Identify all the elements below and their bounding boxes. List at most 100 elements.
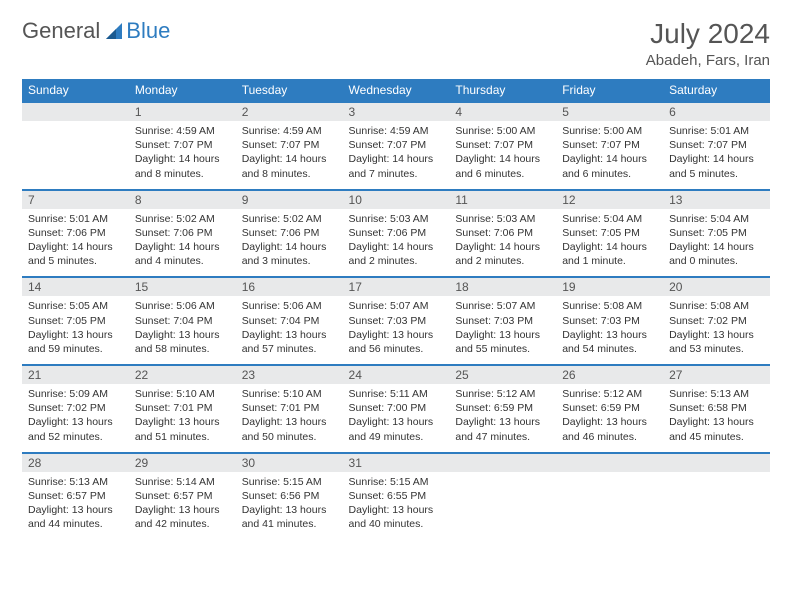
- day-details: Sunrise: 5:11 AMSunset: 7:00 PMDaylight:…: [343, 384, 450, 452]
- calendar-cell: 11Sunrise: 5:03 AMSunset: 7:06 PMDayligh…: [449, 190, 556, 278]
- day-number: 23: [236, 366, 343, 384]
- calendar-cell: 21Sunrise: 5:09 AMSunset: 7:02 PMDayligh…: [22, 365, 129, 453]
- day-details: Sunrise: 5:00 AMSunset: 7:07 PMDaylight:…: [556, 121, 663, 189]
- calendar-cell: 17Sunrise: 5:07 AMSunset: 7:03 PMDayligh…: [343, 277, 450, 365]
- day-number: 11: [449, 191, 556, 209]
- day-number: 16: [236, 278, 343, 296]
- day-number: 7: [22, 191, 129, 209]
- calendar-cell: 16Sunrise: 5:06 AMSunset: 7:04 PMDayligh…: [236, 277, 343, 365]
- calendar-week-row: 21Sunrise: 5:09 AMSunset: 7:02 PMDayligh…: [22, 365, 770, 453]
- page-title: July 2024: [646, 18, 770, 50]
- day-number: 28: [22, 454, 129, 472]
- calendar-cell: 24Sunrise: 5:11 AMSunset: 7:00 PMDayligh…: [343, 365, 450, 453]
- day-number: 6: [663, 103, 770, 121]
- day-number: 24: [343, 366, 450, 384]
- calendar-week-row: 7Sunrise: 5:01 AMSunset: 7:06 PMDaylight…: [22, 190, 770, 278]
- day-details: Sunrise: 5:02 AMSunset: 7:06 PMDaylight:…: [129, 209, 236, 277]
- calendar-cell: [449, 453, 556, 540]
- day-number: 26: [556, 366, 663, 384]
- day-number: 10: [343, 191, 450, 209]
- day-details: Sunrise: 5:03 AMSunset: 7:06 PMDaylight:…: [449, 209, 556, 277]
- day-details: Sunrise: 5:10 AMSunset: 7:01 PMDaylight:…: [236, 384, 343, 452]
- day-details: Sunrise: 5:15 AMSunset: 6:55 PMDaylight:…: [343, 472, 450, 540]
- day-number: 8: [129, 191, 236, 209]
- day-details: Sunrise: 5:10 AMSunset: 7:01 PMDaylight:…: [129, 384, 236, 452]
- title-block: July 2024 Abadeh, Fars, Iran: [646, 18, 770, 69]
- calendar-cell: 1Sunrise: 4:59 AMSunset: 7:07 PMDaylight…: [129, 102, 236, 190]
- day-number: 31: [343, 454, 450, 472]
- day-number: 18: [449, 278, 556, 296]
- calendar-cell: 29Sunrise: 5:14 AMSunset: 6:57 PMDayligh…: [129, 453, 236, 540]
- calendar-table: SundayMondayTuesdayWednesdayThursdayFrid…: [22, 79, 770, 539]
- calendar-cell: [22, 102, 129, 190]
- calendar-cell: 31Sunrise: 5:15 AMSunset: 6:55 PMDayligh…: [343, 453, 450, 540]
- calendar-cell: 4Sunrise: 5:00 AMSunset: 7:07 PMDaylight…: [449, 102, 556, 190]
- day-details: Sunrise: 5:04 AMSunset: 7:05 PMDaylight:…: [556, 209, 663, 277]
- day-details: [556, 472, 663, 497]
- day-number: [663, 454, 770, 472]
- day-details: Sunrise: 5:05 AMSunset: 7:05 PMDaylight:…: [22, 296, 129, 364]
- day-number: 20: [663, 278, 770, 296]
- logo-text-general: General: [22, 18, 100, 44]
- day-details: Sunrise: 5:08 AMSunset: 7:02 PMDaylight:…: [663, 296, 770, 364]
- calendar-cell: 5Sunrise: 5:00 AMSunset: 7:07 PMDaylight…: [556, 102, 663, 190]
- day-number: 14: [22, 278, 129, 296]
- day-details: Sunrise: 5:07 AMSunset: 7:03 PMDaylight:…: [343, 296, 450, 364]
- day-details: Sunrise: 4:59 AMSunset: 7:07 PMDaylight:…: [236, 121, 343, 189]
- day-details: Sunrise: 5:00 AMSunset: 7:07 PMDaylight:…: [449, 121, 556, 189]
- calendar-cell: 25Sunrise: 5:12 AMSunset: 6:59 PMDayligh…: [449, 365, 556, 453]
- calendar-cell: 8Sunrise: 5:02 AMSunset: 7:06 PMDaylight…: [129, 190, 236, 278]
- day-number: 15: [129, 278, 236, 296]
- calendar-cell: 27Sunrise: 5:13 AMSunset: 6:58 PMDayligh…: [663, 365, 770, 453]
- calendar-cell: 14Sunrise: 5:05 AMSunset: 7:05 PMDayligh…: [22, 277, 129, 365]
- day-number: [449, 454, 556, 472]
- day-details: Sunrise: 5:08 AMSunset: 7:03 PMDaylight:…: [556, 296, 663, 364]
- calendar-cell: 22Sunrise: 5:10 AMSunset: 7:01 PMDayligh…: [129, 365, 236, 453]
- day-number: 29: [129, 454, 236, 472]
- day-header: Monday: [129, 79, 236, 102]
- calendar-header-row: SundayMondayTuesdayWednesdayThursdayFrid…: [22, 79, 770, 102]
- day-number: 19: [556, 278, 663, 296]
- day-number: 5: [556, 103, 663, 121]
- calendar-cell: 3Sunrise: 4:59 AMSunset: 7:07 PMDaylight…: [343, 102, 450, 190]
- day-details: Sunrise: 5:14 AMSunset: 6:57 PMDaylight:…: [129, 472, 236, 540]
- calendar-cell: [663, 453, 770, 540]
- day-details: Sunrise: 5:09 AMSunset: 7:02 PMDaylight:…: [22, 384, 129, 452]
- day-details: Sunrise: 5:07 AMSunset: 7:03 PMDaylight:…: [449, 296, 556, 364]
- calendar-cell: 30Sunrise: 5:15 AMSunset: 6:56 PMDayligh…: [236, 453, 343, 540]
- calendar-cell: 9Sunrise: 5:02 AMSunset: 7:06 PMDaylight…: [236, 190, 343, 278]
- day-header: Sunday: [22, 79, 129, 102]
- day-header: Wednesday: [343, 79, 450, 102]
- day-details: Sunrise: 5:12 AMSunset: 6:59 PMDaylight:…: [449, 384, 556, 452]
- day-details: Sunrise: 5:13 AMSunset: 6:58 PMDaylight:…: [663, 384, 770, 452]
- day-details: Sunrise: 5:02 AMSunset: 7:06 PMDaylight:…: [236, 209, 343, 277]
- calendar-cell: 18Sunrise: 5:07 AMSunset: 7:03 PMDayligh…: [449, 277, 556, 365]
- day-number: 27: [663, 366, 770, 384]
- calendar-cell: [556, 453, 663, 540]
- day-details: Sunrise: 5:06 AMSunset: 7:04 PMDaylight:…: [236, 296, 343, 364]
- day-header: Tuesday: [236, 79, 343, 102]
- day-details: [22, 121, 129, 146]
- calendar-cell: 26Sunrise: 5:12 AMSunset: 6:59 PMDayligh…: [556, 365, 663, 453]
- logo: General Blue: [22, 18, 170, 44]
- day-number: 25: [449, 366, 556, 384]
- calendar-cell: 23Sunrise: 5:10 AMSunset: 7:01 PMDayligh…: [236, 365, 343, 453]
- day-number: 17: [343, 278, 450, 296]
- calendar-cell: 19Sunrise: 5:08 AMSunset: 7:03 PMDayligh…: [556, 277, 663, 365]
- calendar-body: 1Sunrise: 4:59 AMSunset: 7:07 PMDaylight…: [22, 102, 770, 539]
- day-details: Sunrise: 5:15 AMSunset: 6:56 PMDaylight:…: [236, 472, 343, 540]
- calendar-cell: 28Sunrise: 5:13 AMSunset: 6:57 PMDayligh…: [22, 453, 129, 540]
- calendar-week-row: 14Sunrise: 5:05 AMSunset: 7:05 PMDayligh…: [22, 277, 770, 365]
- day-number: 3: [343, 103, 450, 121]
- day-details: Sunrise: 4:59 AMSunset: 7:07 PMDaylight:…: [343, 121, 450, 189]
- calendar-cell: 20Sunrise: 5:08 AMSunset: 7:02 PMDayligh…: [663, 277, 770, 365]
- calendar-cell: 7Sunrise: 5:01 AMSunset: 7:06 PMDaylight…: [22, 190, 129, 278]
- day-details: Sunrise: 5:04 AMSunset: 7:05 PMDaylight:…: [663, 209, 770, 277]
- header: General Blue July 2024 Abadeh, Fars, Ira…: [22, 18, 770, 69]
- logo-text-blue: Blue: [126, 18, 170, 44]
- day-details: [663, 472, 770, 497]
- day-number: [556, 454, 663, 472]
- day-details: Sunrise: 5:01 AMSunset: 7:07 PMDaylight:…: [663, 121, 770, 189]
- day-number: 12: [556, 191, 663, 209]
- day-number: 1: [129, 103, 236, 121]
